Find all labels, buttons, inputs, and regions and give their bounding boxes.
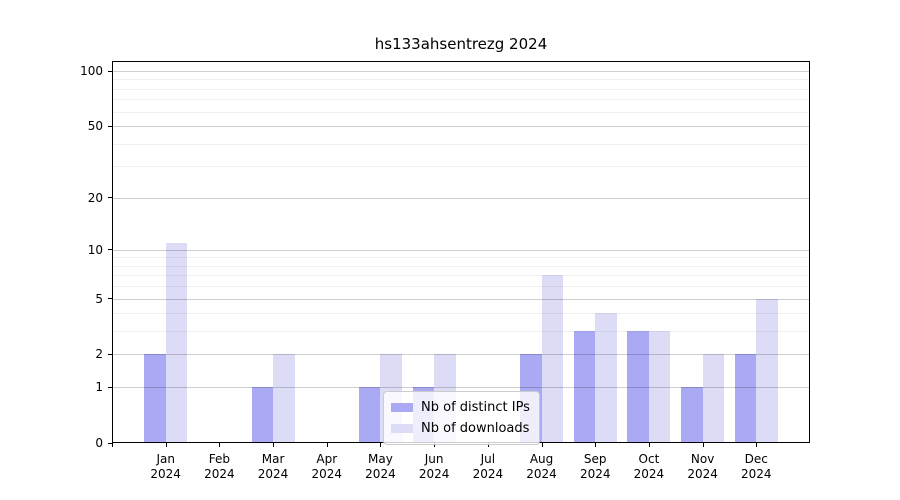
gridline-minor — [113, 257, 809, 259]
gridline-minor — [113, 88, 809, 90]
gridline-major — [113, 126, 809, 128]
bar-distinct-ips-oct — [627, 331, 649, 443]
y-axis-tick — [108, 298, 112, 300]
gridline-minor — [113, 313, 809, 315]
y-axis-tick — [108, 197, 112, 199]
gridline-minor — [113, 331, 809, 333]
x-axis-tick — [487, 443, 489, 447]
bar-downloads-aug — [541, 275, 563, 443]
bar-distinct-ips-mar — [251, 387, 274, 443]
y-axis-tick — [108, 386, 112, 388]
legend-swatch-distinct-ips — [391, 403, 413, 412]
bar-distinct-ips-dec — [734, 354, 757, 443]
x-axis-tick-label: Oct 2024 — [633, 452, 665, 481]
bar-distinct-ips-may — [358, 387, 381, 443]
legend-label-downloads: Nb of downloads — [421, 421, 530, 436]
y-axis-tick — [108, 125, 112, 127]
bar-downloads-sep — [595, 313, 617, 443]
x-axis-tick-label: Jan 2024 — [150, 452, 181, 481]
y-axis-tick-label: 10 — [87, 242, 103, 257]
gridline-minor — [113, 275, 809, 277]
gridline-minor — [113, 99, 809, 101]
x-axis-tick — [595, 443, 597, 447]
x-axis-tick-label: Mar 2024 — [257, 452, 289, 481]
x-axis-tick-label: Feb 2024 — [204, 452, 235, 481]
y-axis-tick-label: 0 — [95, 436, 103, 450]
chart-title: hs133ahsentrezg 2024 — [374, 35, 548, 53]
x-axis-tick-label: Nov 2024 — [687, 452, 718, 481]
x-axis-tick-label: Sep 2024 — [579, 452, 611, 481]
y-axis-tick — [108, 442, 112, 444]
bar-downloads-dec — [756, 298, 778, 443]
gridline-major — [113, 249, 809, 251]
legend: Nb of distinct IPs Nb of downloads — [383, 391, 540, 445]
x-axis-tick-label: Aug 2024 — [526, 452, 557, 481]
x-axis-tick — [165, 443, 167, 447]
gridline-minor — [113, 286, 809, 288]
x-axis-tick-label: Dec 2024 — [741, 452, 772, 481]
bar-distinct-ips-sep — [573, 331, 596, 443]
gridline-major — [113, 197, 809, 199]
gridline-minor — [113, 79, 809, 81]
y-axis-tick-label: 2 — [95, 347, 103, 362]
gridline-minor — [113, 143, 809, 145]
legend-entry-distinct-ips: Nb of distinct IPs — [391, 397, 530, 418]
x-axis-tick — [273, 443, 275, 447]
gridline-minor — [113, 265, 809, 267]
y-axis-tick — [108, 249, 112, 251]
bar-downloads-nov — [702, 354, 725, 443]
legend-entry-downloads: Nb of downloads — [391, 418, 530, 439]
bar-distinct-ips-nov — [681, 387, 703, 443]
x-axis-tick — [219, 443, 221, 447]
gridline-major — [113, 298, 809, 300]
x-axis-tick — [756, 443, 758, 447]
y-axis-tick — [108, 353, 112, 355]
y-axis-tick-label: 5 — [95, 291, 103, 306]
gridline-minor — [113, 111, 809, 113]
x-axis-tick — [541, 443, 543, 447]
x-axis-tick — [702, 443, 704, 447]
x-axis-tick-label: May 2024 — [365, 452, 396, 481]
y-axis-tick — [108, 70, 112, 72]
x-axis-tick — [648, 443, 650, 447]
x-axis-tick — [380, 443, 382, 447]
legend-swatch-downloads — [391, 424, 413, 433]
y-axis-tick-label: 1 — [95, 380, 103, 395]
gridline-minor — [113, 166, 809, 168]
x-axis-tick-label: Apr 2024 — [311, 452, 343, 481]
x-axis-tick-label: Jun 2024 — [418, 452, 450, 481]
y-axis-tick-label: 20 — [87, 190, 103, 205]
y-axis-tick-label: 50 — [87, 119, 103, 134]
x-axis-tick — [326, 443, 328, 447]
bar-distinct-ips-jan — [144, 354, 166, 443]
bar-downloads-mar — [273, 354, 295, 443]
y-axis-tick-label: 100 — [80, 64, 103, 78]
bar-downloads-jan — [165, 242, 188, 443]
bar-downloads-oct — [648, 331, 671, 443]
gridline-major — [113, 71, 809, 72]
x-axis-tick — [112, 443, 113, 447]
x-axis-tick — [434, 443, 436, 447]
x-axis-tick-label: Jul 2024 — [472, 452, 504, 481]
legend-label-distinct-ips: Nb of distinct IPs — [421, 400, 530, 415]
